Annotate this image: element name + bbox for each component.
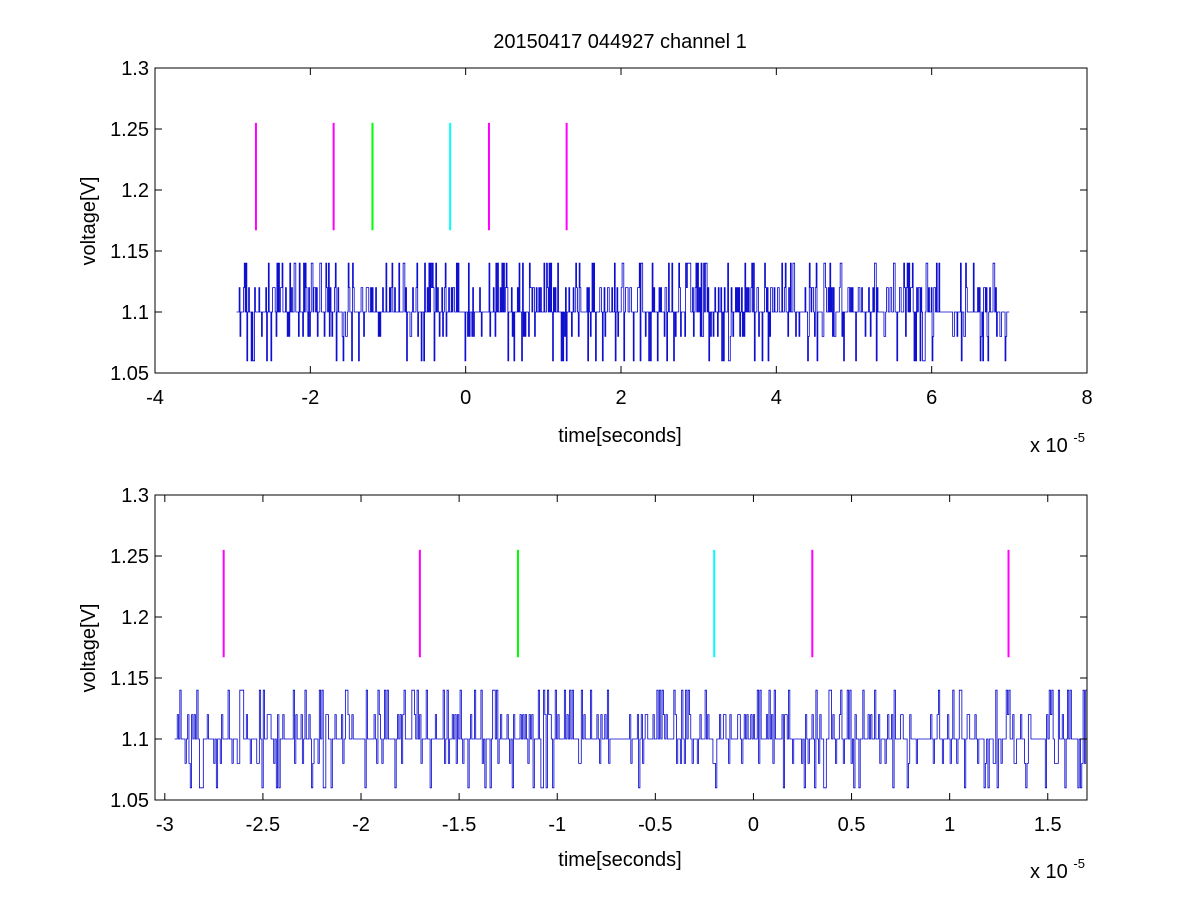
x-tick-label: -3 bbox=[156, 814, 174, 836]
x-tick-label: -2 bbox=[301, 387, 319, 409]
y-tick-label: 1.1 bbox=[121, 729, 149, 751]
subplot-bottom-markers bbox=[222, 549, 1010, 658]
x-tick-label: 4 bbox=[771, 387, 782, 409]
x-tick-label: 2 bbox=[615, 387, 626, 409]
subplot-bottom-multiplier-exponent: -5 bbox=[1073, 856, 1085, 871]
y-tick-label: 1.2 bbox=[121, 607, 149, 629]
subplot-bottom: -3 -2.5 -2 -1.5 -1 -0.5 0 0.5 1 1.5 1.051.11.151.… bbox=[78, 485, 1088, 883]
figure-title: 20150417 044927 channel 1 bbox=[493, 31, 747, 53]
subplot-top-xlabel: time[seconds] bbox=[558, 425, 681, 447]
subplot-bottom-xlabel: time[seconds] bbox=[558, 849, 681, 871]
x-tick-label: -1.5 bbox=[442, 814, 476, 836]
y-tick-label: 1.1 bbox=[121, 302, 149, 324]
x-tick-label: -2 bbox=[352, 814, 370, 836]
subplot-top-multiplier-base: x 10 bbox=[1030, 435, 1068, 457]
subplot-top-axes-box bbox=[154, 67, 1088, 374]
subplot-top-ylabel: voltage[V] bbox=[78, 177, 100, 266]
y-tick-label: 1.05 bbox=[110, 790, 149, 812]
subplot-top-yticks: 1.05 1.1 1.15 1.2 1.25 1.3 bbox=[110, 58, 1087, 385]
subplot-top-multiplier-exponent: -5 bbox=[1073, 430, 1085, 445]
subplot-bottom-ylabel: voltage[V] bbox=[78, 604, 100, 693]
x-tick-label: 6 bbox=[926, 387, 937, 409]
y-tick-label: 1.15 bbox=[110, 241, 149, 263]
subplot-bottom-trace bbox=[174, 689, 1087, 789]
subplot-bottom-multiplier: x 10 -5 bbox=[1030, 856, 1085, 883]
subplot-top-markers bbox=[254, 122, 568, 231]
y-tick-label: 1.15 bbox=[110, 668, 149, 690]
subplot-top-xticks: -4 -2 0 2 4 6 8 bbox=[146, 68, 1093, 409]
y-tick-label: 1.05 bbox=[110, 363, 149, 385]
y-tick-label: 1.25 bbox=[110, 546, 149, 568]
subplot-top-trace bbox=[236, 262, 1010, 362]
signal-trace bbox=[174, 689, 1087, 789]
y-tick-label: 1.3 bbox=[121, 485, 149, 507]
x-tick-label: 8 bbox=[1081, 387, 1092, 409]
x-tick-label: 0.5 bbox=[838, 814, 866, 836]
subplot-bottom-axes-box bbox=[154, 494, 1088, 801]
x-tick-label: -1 bbox=[548, 814, 566, 836]
x-tick-label: -4 bbox=[146, 387, 164, 409]
y-tick-label: 1.25 bbox=[110, 119, 149, 141]
signal-trace bbox=[236, 262, 1010, 362]
x-tick-label: 1.5 bbox=[1034, 814, 1062, 836]
subplot-bottom-multiplier-base: x 10 bbox=[1030, 861, 1068, 883]
subplot-bottom-xticks: -3 -2.5 -2 -1.5 -1 -0.5 0 0.5 1 1.5 bbox=[156, 495, 1062, 836]
subplot-top-multiplier: x 10 -5 bbox=[1030, 430, 1085, 457]
y-tick-label: 1.3 bbox=[121, 58, 149, 80]
subplot-top: -4 -2 0 2 4 6 8 1.05 1.1 1.15 1.2 1.25 1.3 time[sec… bbox=[78, 58, 1093, 457]
x-tick-label: 0 bbox=[460, 387, 471, 409]
y-tick-label: 1.2 bbox=[121, 180, 149, 202]
x-tick-label: -0.5 bbox=[638, 814, 672, 836]
subplot-bottom-yticks: 1.05 1.1 1.15 1.2 1.25 1.3 bbox=[110, 485, 1087, 812]
x-tick-label: 1 bbox=[944, 814, 955, 836]
x-tick-label: -2.5 bbox=[246, 814, 280, 836]
x-tick-label: 0 bbox=[748, 814, 759, 836]
